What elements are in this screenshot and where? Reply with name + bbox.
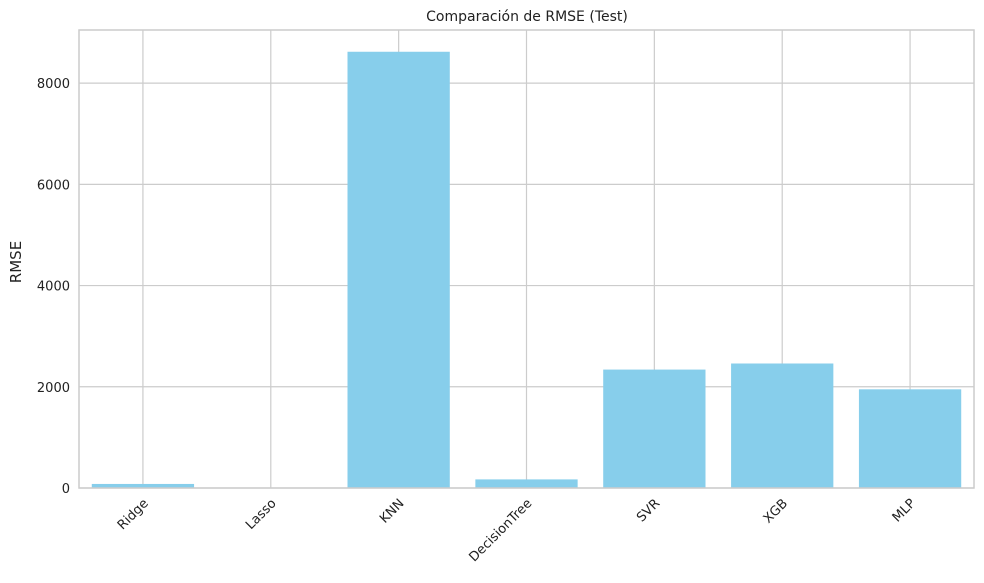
x-tick-label: DecisionTree — [466, 496, 535, 565]
x-tick-label: KNN — [377, 496, 407, 526]
x-ticks: Ridge Lasso KNN DecisionTree SVR XGB MLP — [115, 496, 919, 565]
x-tick-label: XGB — [761, 496, 791, 526]
y-tick-label: 6000 — [37, 178, 70, 193]
y-ticks: 0 2000 4000 6000 8000 — [37, 77, 70, 497]
bar-ridge — [91, 483, 195, 488]
bar-svr — [603, 369, 706, 488]
grid — [79, 30, 974, 489]
bar-mlp — [858, 389, 962, 488]
plot-border — [78, 29, 975, 489]
x-tick-label: Ridge — [115, 496, 152, 533]
plot-frame — [78, 29, 975, 489]
chart-title: Comparación de RMSE (Test) — [426, 9, 628, 25]
x-tick-label: MLP — [890, 496, 919, 525]
bar-knn — [347, 51, 450, 489]
x-tick-label: Lasso — [243, 496, 280, 533]
bar-decisiontree — [475, 479, 578, 488]
y-tick-label: 2000 — [37, 381, 70, 396]
y-axis-label: RMSE — [7, 241, 25, 283]
y-tick-label: 4000 — [37, 280, 70, 295]
bar-xgb — [731, 363, 834, 488]
y-tick-label: 8000 — [37, 77, 70, 92]
x-tick-label: SVR — [634, 496, 663, 525]
bars — [91, 51, 962, 489]
y-tick-label: 0 — [62, 482, 70, 497]
